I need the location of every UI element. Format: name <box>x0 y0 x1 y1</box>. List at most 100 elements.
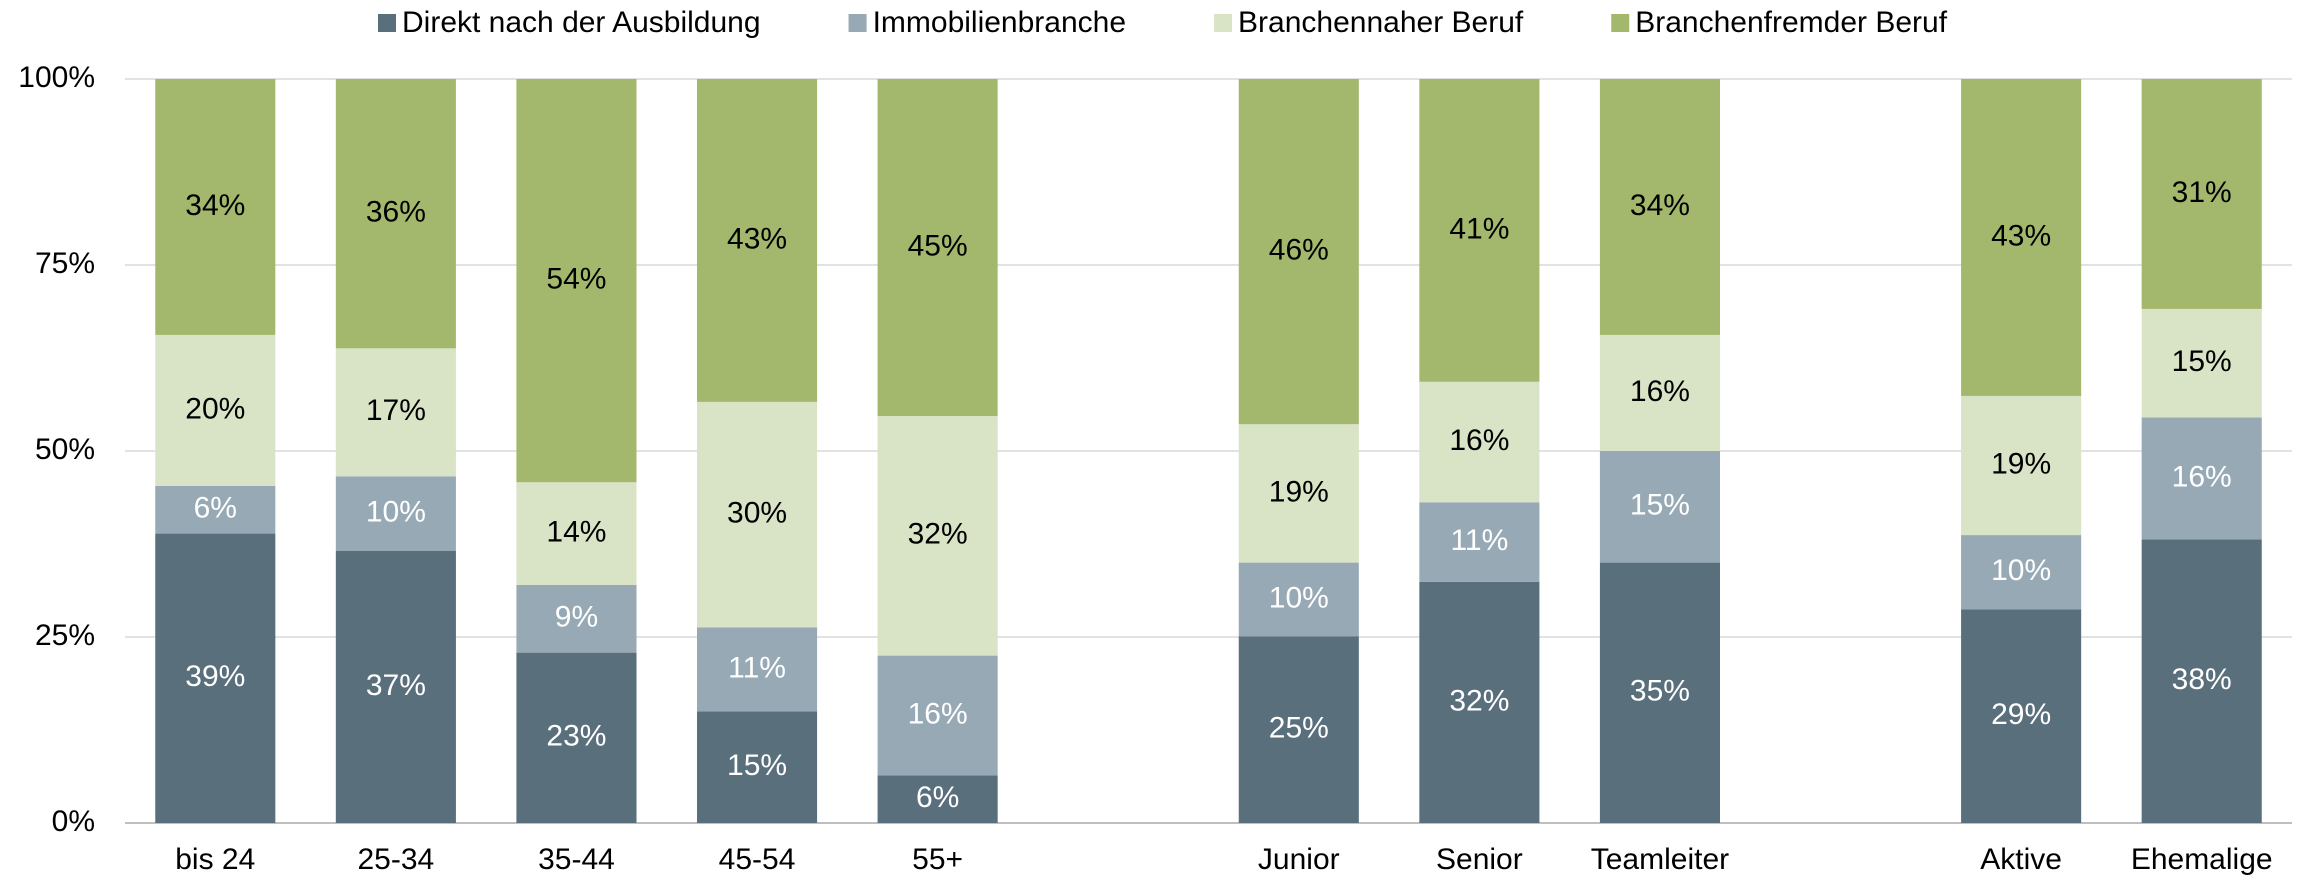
legend-label: Direkt nach der Ausbildung <box>402 6 761 39</box>
data-label: 15% <box>2172 345 2232 378</box>
data-label: 16% <box>908 697 968 730</box>
legend-label: Branchenfremder Beruf <box>1635 6 1947 39</box>
data-label: 25% <box>1269 712 1329 745</box>
data-label: 14% <box>546 516 606 549</box>
data-label: 15% <box>727 749 787 782</box>
data-label: 43% <box>727 222 787 255</box>
data-label: 20% <box>185 392 245 425</box>
bar-segment <box>2141 79 2262 309</box>
data-label: 32% <box>1449 684 1509 717</box>
x-tick-label: Teamleiter <box>1591 843 1729 876</box>
bar-segment <box>1238 79 1359 425</box>
bar-segment <box>155 79 276 335</box>
bar-segment <box>1419 502 1540 582</box>
bar-segment <box>1961 79 2082 396</box>
bar-segment <box>155 485 276 534</box>
data-label: 35% <box>1630 675 1690 708</box>
data-label: 29% <box>1991 698 2051 731</box>
bar-segment <box>335 550 456 823</box>
bar-segment <box>696 79 818 402</box>
y-tick-label: 50% <box>35 433 95 466</box>
y-tick-label: 75% <box>35 247 95 280</box>
bar-segment <box>877 775 998 823</box>
x-tick-label: Ehemalige <box>2131 843 2273 876</box>
data-label: 46% <box>1269 234 1329 267</box>
bar-segment <box>1961 609 2082 823</box>
data-label: 34% <box>1630 189 1690 222</box>
data-label: 30% <box>727 497 787 530</box>
bar-segment <box>877 79 998 417</box>
bar-segment <box>516 652 637 823</box>
data-label: 17% <box>366 394 426 427</box>
data-label: 54% <box>546 263 606 296</box>
data-label: 34% <box>185 189 245 222</box>
data-label: 19% <box>1991 447 2051 480</box>
data-label: 41% <box>1449 212 1509 245</box>
x-tick-label: bis 24 <box>175 843 255 876</box>
legend-label: Immobilienbranche <box>873 6 1126 39</box>
data-label: 37% <box>366 669 426 702</box>
data-label: 6% <box>194 492 237 525</box>
y-tick-label: 100% <box>18 61 95 94</box>
bar-segment <box>335 476 456 551</box>
x-tick-label: 25-34 <box>358 843 435 876</box>
bar-segment <box>516 482 637 585</box>
data-label: 31% <box>2172 176 2232 209</box>
bar-segment <box>516 584 637 653</box>
x-tick-label: Senior <box>1436 843 1523 876</box>
x-tick-label: Junior <box>1258 843 1340 876</box>
bar-segment <box>1961 535 2082 610</box>
bar-segment <box>1599 451 1721 563</box>
bar-segment <box>335 348 456 477</box>
bar-segment <box>1599 334 1721 451</box>
bar-segment <box>1599 79 1721 335</box>
data-label: 32% <box>908 518 968 551</box>
bar-segment <box>516 79 637 483</box>
data-label: 19% <box>1269 475 1329 508</box>
data-label: 10% <box>366 495 426 528</box>
legend-label: Branchennaher Beruf <box>1238 6 1524 39</box>
x-tick-label: Aktive <box>1980 843 2062 876</box>
data-label: 10% <box>1269 581 1329 614</box>
data-label: 38% <box>2172 663 2232 696</box>
bar-segment <box>155 334 276 486</box>
bar-segment <box>1961 395 2082 536</box>
data-label: 36% <box>366 196 426 229</box>
bar-segment <box>696 627 818 712</box>
legend-swatch <box>378 14 396 32</box>
data-label: 43% <box>1991 219 2051 252</box>
data-label: 15% <box>1630 489 1690 522</box>
data-label: 6% <box>916 781 959 814</box>
bar-segment <box>2141 417 2262 540</box>
bar-segment <box>1419 79 1540 382</box>
data-label: 11% <box>728 651 786 684</box>
legend-swatch <box>1214 14 1233 32</box>
legend-swatch <box>1611 14 1630 32</box>
bar-segment <box>696 401 818 628</box>
data-label: 10% <box>1991 554 2051 587</box>
bar-segment <box>696 711 818 823</box>
data-label: 11% <box>1450 524 1508 557</box>
bar-segment <box>2141 308 2262 418</box>
bar-segment <box>877 655 998 776</box>
bar-segment <box>1419 581 1540 823</box>
legend-swatch <box>848 14 867 32</box>
bar-segment <box>155 533 276 823</box>
bar-segment <box>1238 562 1359 637</box>
data-label: 45% <box>908 229 968 262</box>
x-tick-label: 55+ <box>912 843 963 876</box>
x-tick-label: 45-54 <box>719 843 796 876</box>
bar-segment <box>1238 424 1359 563</box>
bar-segment <box>1238 636 1359 823</box>
data-label: 23% <box>546 720 606 753</box>
y-tick-label: 0% <box>52 805 95 838</box>
bar-segment <box>877 416 998 656</box>
data-label: 9% <box>555 601 598 634</box>
data-label: 16% <box>2172 460 2232 493</box>
bar-segment <box>1599 562 1721 823</box>
x-tick-label: 35-44 <box>538 843 615 876</box>
bar-segment <box>1419 381 1540 503</box>
bar-segment <box>2141 539 2262 823</box>
data-label: 16% <box>1449 424 1509 457</box>
